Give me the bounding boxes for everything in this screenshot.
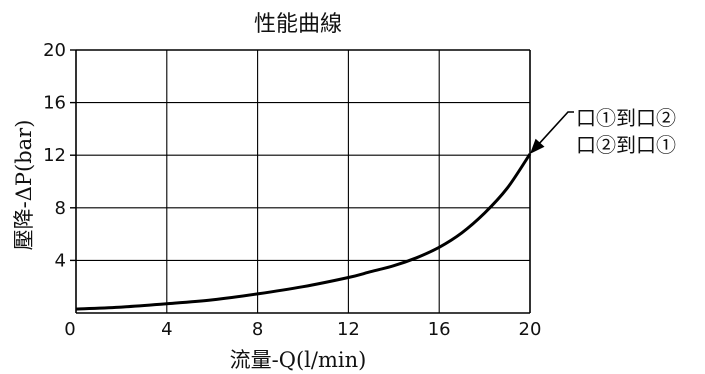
annotation-line-1: 口①到口②: [576, 106, 676, 130]
y-tick-label: 12: [43, 145, 66, 166]
x-axis-label: 流量-Q(l/min): [230, 348, 367, 372]
y-tick-labels: 4 8 12 16 20: [43, 40, 66, 271]
y-tick-label: 16: [43, 93, 66, 114]
chart-title: 性能曲線: [254, 12, 342, 37]
annotation-arrowhead: [530, 138, 545, 154]
x-tick-label: 4: [161, 319, 172, 340]
x-tick-label: 20: [519, 319, 542, 340]
y-tick-label: 4: [55, 250, 66, 271]
curve-annotation: 口①到口② 口②到口①: [530, 106, 676, 157]
grid: [70, 49, 531, 314]
y-axis-label: 壓降-ΔP(bar): [12, 120, 36, 251]
annotation-arrow: [537, 111, 574, 146]
x-tick-label: 12: [337, 319, 360, 340]
x-tick-label: 0: [64, 319, 75, 340]
pressure-drop-curve: [75, 153, 532, 311]
annotation-line-2: 口②到口①: [576, 133, 676, 157]
x-tick-label: 8: [252, 319, 263, 340]
y-tick-label: 20: [43, 40, 66, 61]
x-tick-label: 16: [428, 319, 451, 340]
x-tick-labels: 0 4 8 12 16 20: [64, 319, 541, 340]
y-tick-label: 8: [55, 198, 66, 219]
